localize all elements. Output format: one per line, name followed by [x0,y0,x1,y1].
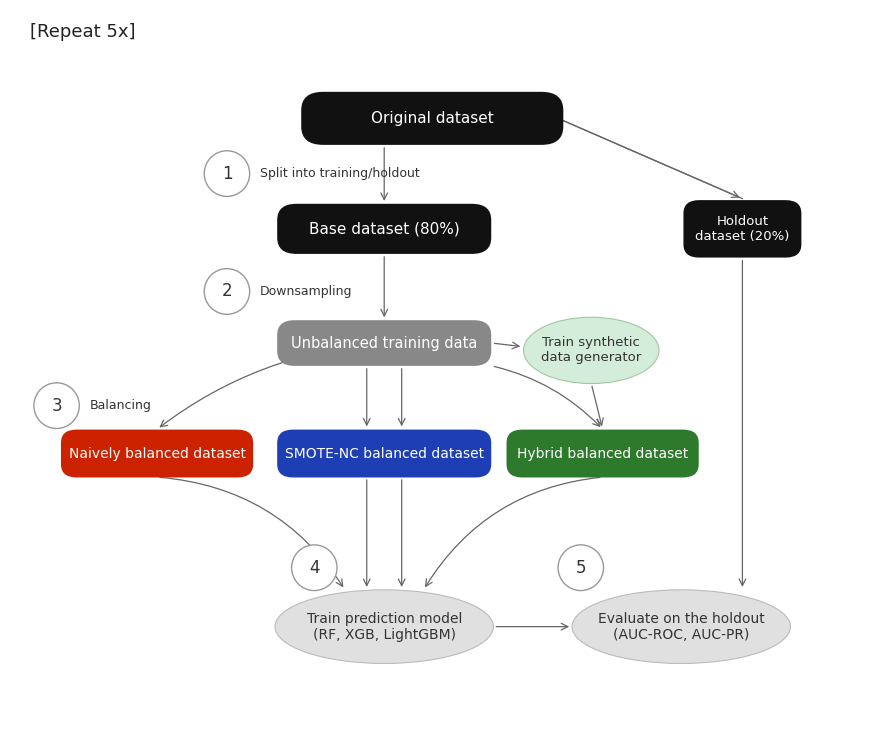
FancyBboxPatch shape [506,430,699,478]
FancyBboxPatch shape [684,200,802,258]
Text: [Repeat 5x]: [Repeat 5x] [30,22,136,40]
Text: Base dataset (80%): Base dataset (80%) [309,221,460,236]
Text: Downsampling: Downsampling [260,285,353,298]
FancyBboxPatch shape [61,430,253,478]
Text: 1: 1 [221,165,232,183]
Text: Unbalanced training data: Unbalanced training data [291,335,477,351]
Text: Naively balanced dataset: Naively balanced dataset [69,446,245,460]
Ellipse shape [34,383,79,428]
Text: 4: 4 [309,559,319,577]
Ellipse shape [275,590,493,664]
Text: Train prediction model
(RF, XGB, LightGBM): Train prediction model (RF, XGB, LightGB… [307,612,462,641]
Ellipse shape [558,545,603,591]
Text: Balancing: Balancing [90,399,152,412]
FancyBboxPatch shape [277,320,491,366]
FancyBboxPatch shape [302,92,564,145]
Text: Original dataset: Original dataset [371,111,494,126]
Text: Hybrid balanced dataset: Hybrid balanced dataset [517,446,688,460]
Text: SMOTE-NC balanced dataset: SMOTE-NC balanced dataset [285,446,483,460]
Text: Holdout
dataset (20%): Holdout dataset (20%) [695,215,789,243]
Text: 3: 3 [51,396,62,415]
Text: Split into training/holdout: Split into training/holdout [260,167,420,180]
Text: Train synthetic
data generator: Train synthetic data generator [542,337,641,364]
Text: 2: 2 [221,282,232,300]
Text: Evaluate on the holdout
(AUC-ROC, AUC-PR): Evaluate on the holdout (AUC-ROC, AUC-PR… [598,612,765,641]
Ellipse shape [205,269,250,314]
Ellipse shape [205,150,250,197]
Text: 5: 5 [576,559,586,577]
FancyBboxPatch shape [277,204,491,254]
Ellipse shape [292,545,337,591]
Ellipse shape [524,317,659,384]
FancyBboxPatch shape [277,430,491,478]
Ellipse shape [572,590,790,664]
